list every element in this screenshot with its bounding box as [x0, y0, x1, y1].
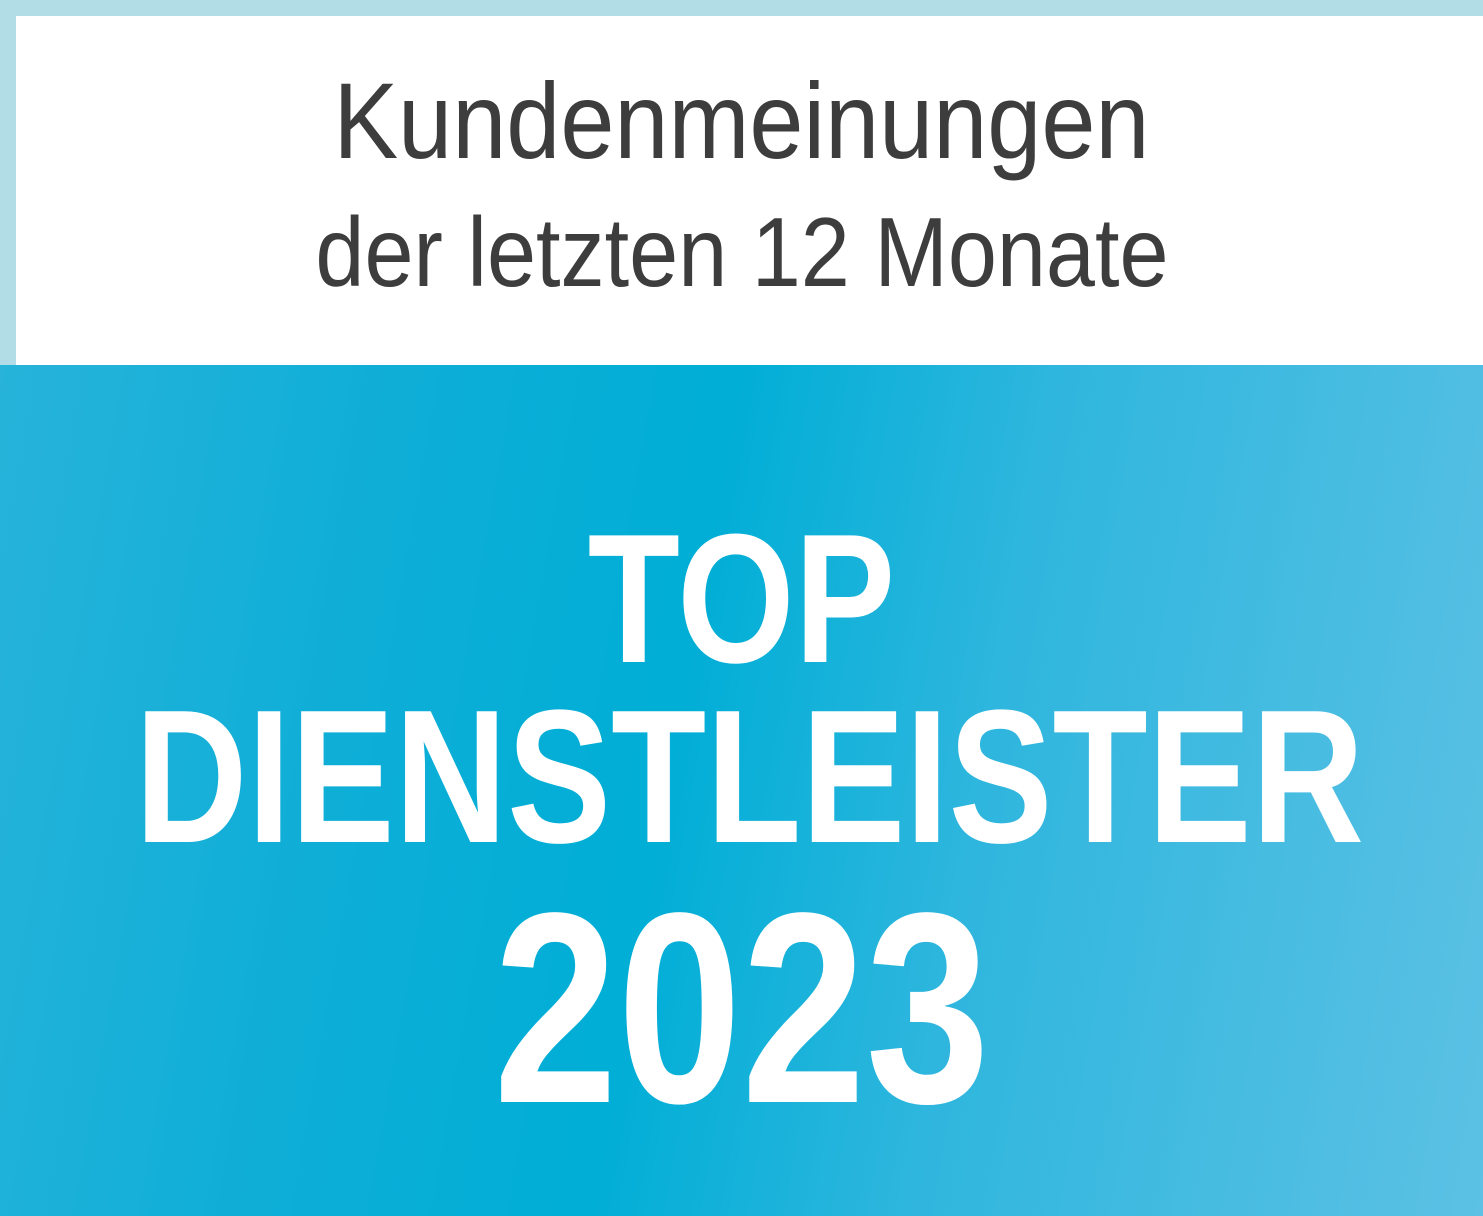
header-subtitle: der letzten 12 Monate — [0, 196, 1483, 309]
award-top-text: TOP — [587, 495, 896, 701]
award-title-text: DIENSTLEISTER — [134, 671, 1365, 883]
header-subtitle-text: der letzten 12 Monate — [314, 197, 1169, 307]
award-title: DIENSTLEISTER — [0, 668, 1483, 886]
award-year: 2023 — [0, 852, 1483, 1165]
header-panel — [16, 16, 1483, 365]
award-panel — [0, 365, 1483, 1216]
award-top: TOP — [0, 492, 1483, 704]
header-title: Kundenmeinungen — [0, 58, 1483, 183]
header-title-text: Kundenmeinungen — [333, 60, 1150, 181]
award-year-text: 2023 — [493, 856, 990, 1160]
